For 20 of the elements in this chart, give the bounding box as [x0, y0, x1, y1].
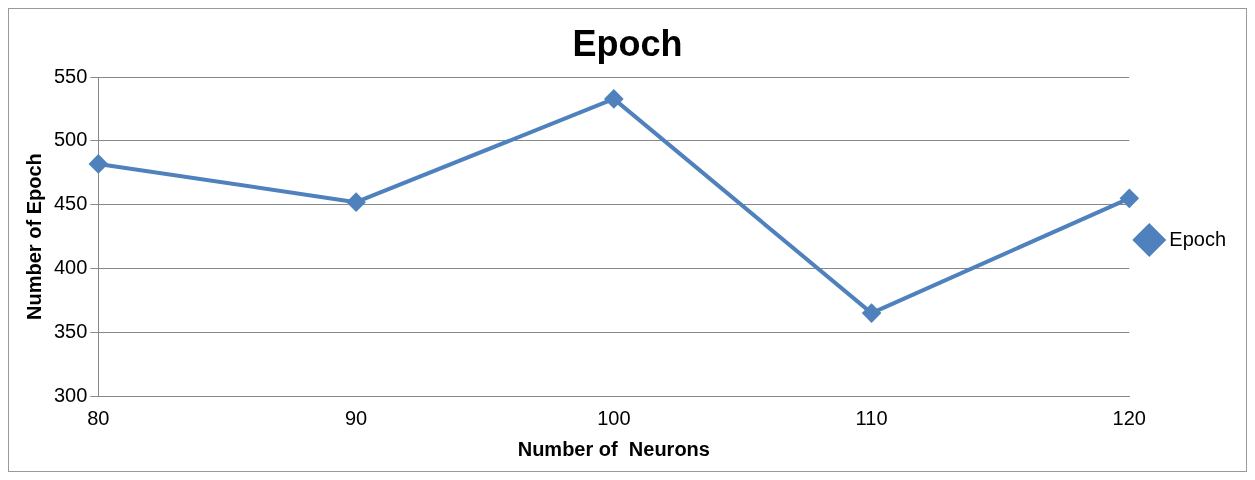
- y-tick-label: 550: [53, 64, 88, 87]
- x-axis-title: Number of Neurons: [517, 437, 710, 460]
- x-tick-label: 110: [855, 406, 888, 429]
- point: [89, 154, 108, 173]
- legend-label: Epoch: [1169, 227, 1227, 250]
- y-tick-label: 350: [53, 319, 88, 342]
- y-tick-label: 400: [53, 256, 88, 278]
- x-tick-label: 120: [1112, 406, 1146, 429]
- x-tick-label: 100: [597, 406, 631, 429]
- chart-title: Epoch: [572, 22, 683, 64]
- point: [604, 89, 623, 108]
- y-axis-title: Number of Epoch: [22, 153, 45, 320]
- x-tick-label: 80: [87, 406, 110, 429]
- y-tick-label: 500: [53, 128, 88, 151]
- point: [347, 193, 366, 212]
- y-tick-label: 450: [53, 192, 88, 215]
- point: [862, 304, 881, 323]
- y-tick-label: 300: [53, 383, 88, 406]
- point: [1120, 189, 1139, 208]
- x-tick-label: 90: [344, 406, 368, 429]
